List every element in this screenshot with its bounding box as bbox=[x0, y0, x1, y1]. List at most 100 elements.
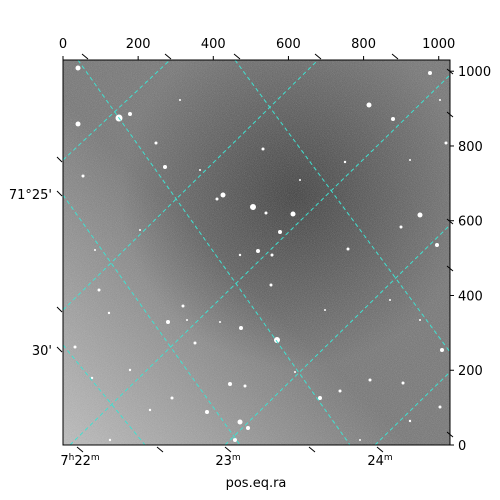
star bbox=[128, 112, 132, 116]
star bbox=[181, 304, 185, 308]
grid-line bbox=[63, 60, 319, 311]
top-tick-label: 200 bbox=[126, 37, 151, 52]
world-tick bbox=[446, 68, 454, 75]
axis-labels: 0 200 400 600 800 1000 0 200 400 600 800 1000 7h22m 2… bbox=[9, 37, 491, 469]
top-tick-label: 800 bbox=[351, 37, 376, 52]
star bbox=[261, 147, 265, 151]
star bbox=[438, 405, 442, 409]
star bbox=[139, 229, 141, 231]
dec-tick bbox=[56, 346, 63, 353]
star bbox=[401, 381, 405, 385]
star bbox=[81, 174, 85, 178]
star bbox=[440, 348, 444, 352]
grid-line bbox=[224, 224, 450, 445]
star bbox=[215, 197, 219, 201]
star bbox=[148, 408, 152, 412]
ra-tick bbox=[76, 446, 84, 453]
axis-ticks bbox=[56, 53, 454, 453]
star bbox=[399, 225, 403, 229]
star bbox=[389, 299, 391, 301]
star bbox=[246, 426, 250, 430]
star bbox=[278, 230, 282, 234]
star bbox=[408, 419, 412, 423]
world-tick bbox=[446, 265, 454, 272]
star bbox=[368, 378, 372, 382]
star bbox=[163, 165, 167, 169]
star bbox=[90, 376, 94, 380]
ra-tick-label: 24m bbox=[367, 453, 392, 469]
star bbox=[444, 141, 448, 145]
grid-line bbox=[63, 194, 241, 445]
star bbox=[170, 396, 174, 400]
star bbox=[239, 326, 243, 330]
ra-tick-label: 23m bbox=[215, 453, 240, 469]
grid-line bbox=[77, 60, 351, 445]
star bbox=[233, 438, 237, 442]
star bbox=[439, 99, 441, 101]
ra-tick bbox=[308, 446, 316, 453]
star bbox=[417, 212, 423, 218]
dec-tick bbox=[56, 306, 63, 313]
ra-tick bbox=[224, 446, 232, 453]
grid-line bbox=[234, 60, 450, 353]
star bbox=[299, 179, 301, 181]
right-tick-label: 800 bbox=[458, 140, 483, 155]
star bbox=[75, 65, 81, 71]
star bbox=[270, 253, 274, 257]
grid-line bbox=[63, 344, 146, 445]
star bbox=[179, 99, 181, 101]
star bbox=[220, 192, 226, 198]
top-tick-label: 0 bbox=[59, 37, 67, 52]
grid-line bbox=[63, 60, 171, 161]
star bbox=[238, 253, 242, 257]
top-tick-label: 400 bbox=[201, 37, 226, 52]
world-tick bbox=[446, 111, 454, 118]
star bbox=[108, 438, 112, 442]
sky-image bbox=[63, 60, 450, 445]
dec-tick-label: 30' bbox=[32, 344, 52, 359]
star bbox=[269, 283, 273, 287]
right-tick-label: 200 bbox=[458, 364, 483, 379]
right-tick-label: 1000 bbox=[458, 65, 491, 80]
star bbox=[186, 319, 188, 321]
star bbox=[290, 211, 296, 217]
star bbox=[338, 389, 342, 393]
coordinate-grid bbox=[63, 60, 450, 445]
world-tick bbox=[233, 53, 241, 60]
star bbox=[75, 121, 81, 127]
star bbox=[166, 320, 170, 324]
star bbox=[219, 321, 221, 323]
dec-tick bbox=[56, 190, 63, 197]
star bbox=[391, 117, 395, 121]
star bbox=[199, 169, 201, 171]
right-tick-label: 400 bbox=[458, 289, 483, 304]
star bbox=[324, 309, 326, 311]
dec-tick bbox=[56, 156, 63, 163]
plot-frame bbox=[62, 59, 451, 446]
ra-tick bbox=[376, 446, 384, 453]
right-tick-label: 0 bbox=[458, 439, 466, 454]
star bbox=[256, 249, 260, 253]
star bbox=[228, 382, 232, 386]
star bbox=[237, 419, 243, 425]
ra-tick-label: 7h22m bbox=[60, 453, 99, 469]
star bbox=[107, 311, 111, 315]
world-tick bbox=[446, 218, 454, 225]
ra-tick bbox=[156, 446, 164, 453]
star bbox=[366, 102, 372, 108]
star bbox=[428, 71, 432, 75]
star bbox=[264, 211, 268, 215]
grid-line bbox=[69, 74, 450, 445]
star bbox=[346, 247, 350, 251]
star bbox=[343, 160, 347, 164]
world-tick bbox=[314, 53, 322, 60]
star bbox=[435, 243, 439, 247]
star bbox=[294, 371, 296, 373]
star bbox=[97, 288, 101, 292]
grid-line bbox=[374, 371, 450, 445]
star bbox=[409, 159, 411, 161]
world-tick bbox=[164, 53, 172, 60]
star bbox=[419, 319, 421, 321]
world-tick bbox=[391, 53, 399, 60]
world-tick bbox=[81, 53, 89, 60]
